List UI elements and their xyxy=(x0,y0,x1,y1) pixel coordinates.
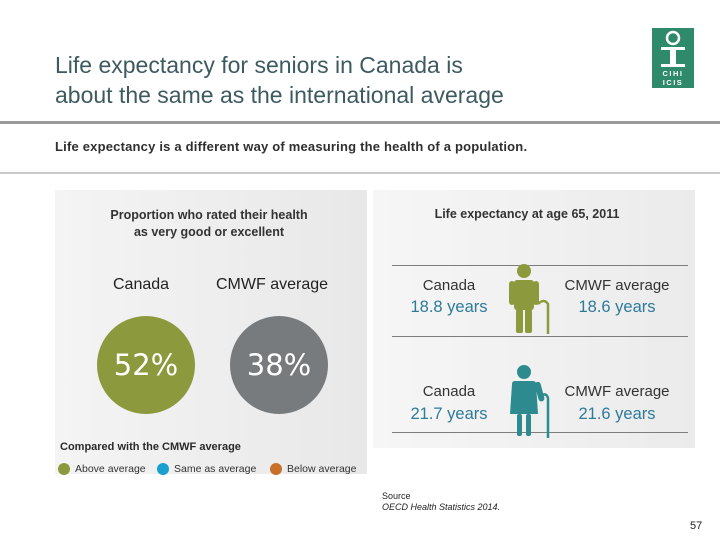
women-canada-value: 21.7 years xyxy=(410,405,488,423)
source-label: Source xyxy=(382,491,411,501)
source-note: Source OECD Health Statistics 2014. xyxy=(382,491,500,513)
source-text: OECD Health Statistics 2014. xyxy=(382,502,501,512)
self-rated-health-heading-line-1: Proportion who rated their health xyxy=(110,208,308,222)
cihi-logo: CIHI ICIS xyxy=(652,28,694,88)
canada-health-value: 52% xyxy=(113,348,179,382)
subtitle-divider xyxy=(0,172,720,174)
legend-dot-below xyxy=(270,463,282,475)
cmwf-health-label: CMWF average xyxy=(216,276,329,293)
self-rated-health-heading-line-2: as very good or excellent xyxy=(133,225,285,239)
page-number: 57 xyxy=(690,520,703,532)
page-title: Life expectancy for seniors in Canada is… xyxy=(55,50,615,110)
page-title-line-1: Life expectancy for seniors in Canada is xyxy=(55,52,463,78)
men-canada-value: 18.8 years xyxy=(410,298,488,316)
women-canada-label: Canada xyxy=(422,383,476,400)
logo-text-top: CIHI xyxy=(663,69,684,78)
elderly-woman-icon xyxy=(508,364,554,445)
page-title-line-2: about the same as the international aver… xyxy=(55,82,504,108)
canada-health-circle: 52% xyxy=(97,316,195,414)
logo-text-bottom: ICIS xyxy=(663,78,684,87)
legend-label-same: Same as average xyxy=(174,463,257,475)
legend-dot-same xyxy=(157,463,169,475)
women-cmwf-value: 21.6 years xyxy=(578,405,656,423)
divider-line xyxy=(392,432,688,433)
self-rated-health-heading: Proportion who rated their health as ver… xyxy=(78,207,340,241)
header-divider xyxy=(0,121,720,124)
cmwf-health-value: 38% xyxy=(246,348,312,382)
legend-item-above: Above average xyxy=(58,462,146,476)
life-expectancy-heading: Life expectancy at age 65, 2011 xyxy=(434,207,620,221)
legend-title: Compared with the CMWF average xyxy=(60,441,241,453)
canada-health-label: Canada xyxy=(113,276,170,293)
divider-line xyxy=(392,336,688,337)
women-cmwf-label: CMWF average xyxy=(564,383,670,400)
men-canada-label: Canada xyxy=(422,277,476,294)
elderly-man-icon xyxy=(506,262,556,341)
legend-item-below: Below average xyxy=(270,462,356,476)
men-cmwf-label: CMWF average xyxy=(564,277,670,294)
legend-item-same: Same as average xyxy=(157,462,256,476)
cmwf-health-circle: 38% xyxy=(230,316,328,414)
legend-dot-above xyxy=(58,463,70,475)
men-cmwf-value: 18.6 years xyxy=(578,298,656,316)
legend-label-above: Above average xyxy=(75,463,146,475)
legend-label-below: Below average xyxy=(287,463,357,475)
subtitle: Life expectancy is a different way of me… xyxy=(55,139,528,154)
divider-line xyxy=(392,265,688,266)
